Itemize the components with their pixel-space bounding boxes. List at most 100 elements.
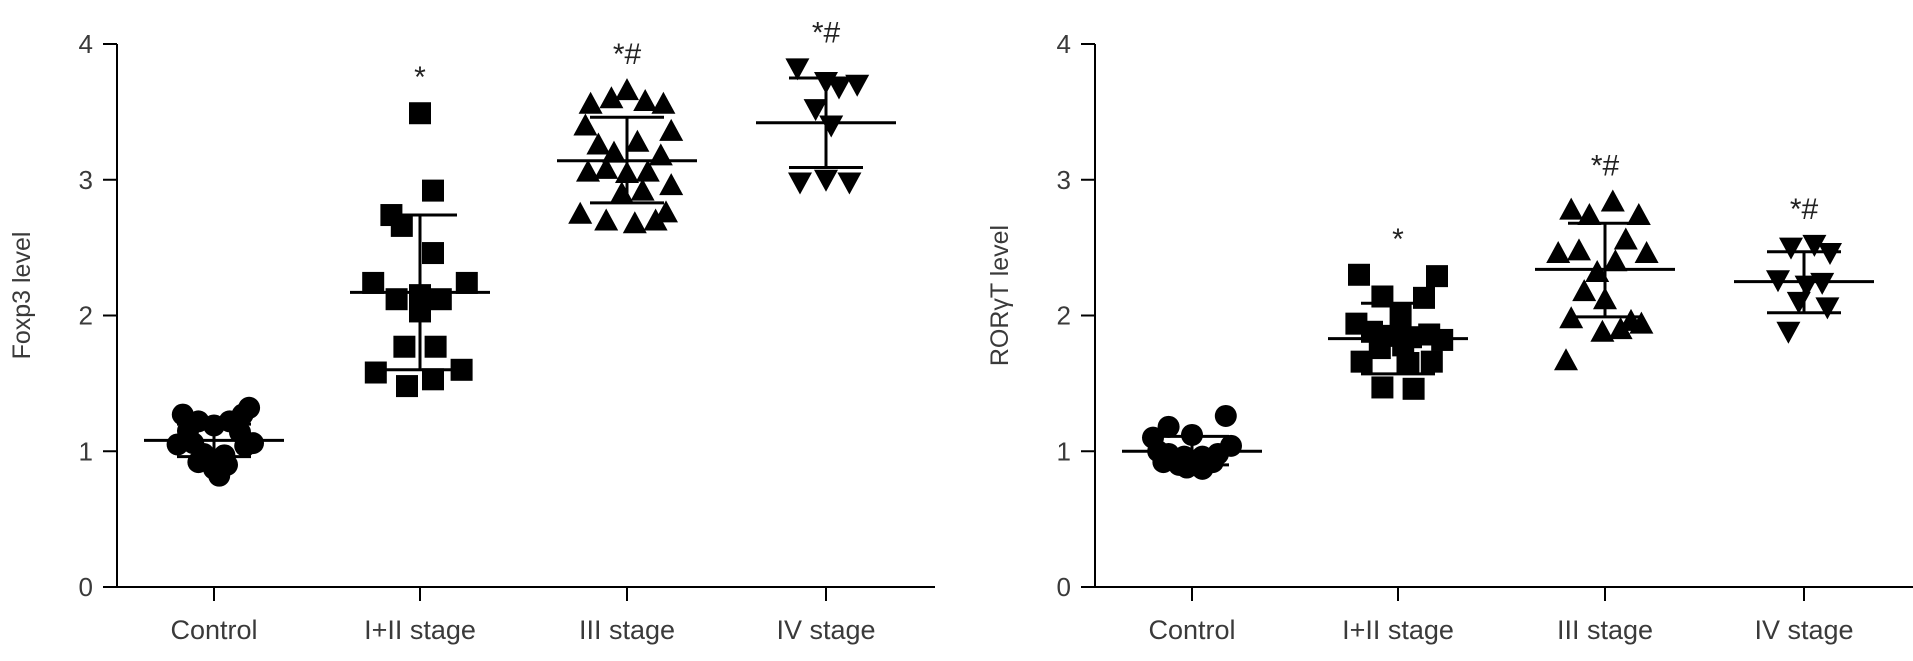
data-point bbox=[450, 358, 473, 381]
data-point bbox=[422, 179, 444, 202]
data-point bbox=[785, 58, 810, 81]
y-tick-label: 4 bbox=[1057, 29, 1071, 59]
data-point bbox=[422, 368, 444, 391]
significance-label: *# bbox=[1591, 149, 1620, 182]
data-point bbox=[1572, 279, 1597, 302]
data-point bbox=[1559, 197, 1584, 220]
data-point bbox=[788, 172, 812, 195]
data-point bbox=[1600, 189, 1625, 212]
data-point bbox=[814, 169, 838, 192]
group-iii-stage: *# bbox=[1535, 149, 1675, 371]
data-point bbox=[578, 91, 603, 114]
data-point bbox=[1786, 291, 1811, 314]
data-point bbox=[1776, 321, 1801, 344]
data-point bbox=[1577, 203, 1602, 226]
data-point bbox=[803, 99, 828, 122]
data-point bbox=[659, 173, 684, 196]
data-point bbox=[424, 335, 447, 358]
data-point bbox=[1608, 317, 1633, 340]
y-tick-label: 0 bbox=[1057, 572, 1071, 602]
data-point bbox=[1350, 350, 1373, 373]
data-point bbox=[615, 78, 639, 101]
data-point bbox=[208, 464, 231, 487]
data-point bbox=[238, 396, 261, 419]
data-point bbox=[1629, 311, 1654, 334]
x-tick-label: Control bbox=[170, 615, 257, 645]
y-tick-label: 4 bbox=[79, 29, 93, 59]
data-point bbox=[1810, 272, 1835, 295]
data-point bbox=[609, 181, 634, 204]
data-point bbox=[827, 77, 851, 100]
data-point bbox=[362, 271, 385, 294]
data-point bbox=[1348, 263, 1370, 286]
chart-panel-1: 0 1 2 3 4 Foxp3 level Control I+II stage III sta… bbox=[8, 16, 935, 645]
data-point bbox=[633, 89, 658, 112]
data-point bbox=[1371, 376, 1394, 399]
chart-panel-2: 0 1 2 3 4 RORγT level Control I+II stage III sta… bbox=[986, 29, 1913, 645]
group-i-ii-stage: * bbox=[350, 61, 490, 398]
x-tick-label: III stage bbox=[1557, 615, 1653, 645]
data-point bbox=[651, 91, 676, 114]
data-point bbox=[1546, 241, 1571, 264]
data-point bbox=[622, 211, 647, 234]
data-point bbox=[594, 156, 619, 179]
data-point bbox=[1634, 241, 1659, 264]
data-point bbox=[1402, 377, 1425, 400]
significance-label: *# bbox=[613, 38, 642, 71]
data-point bbox=[1567, 238, 1591, 261]
data-point bbox=[1554, 348, 1578, 371]
data-point bbox=[1818, 243, 1842, 266]
data-point bbox=[1368, 337, 1391, 360]
data-point bbox=[837, 172, 862, 195]
data-point bbox=[1191, 457, 1214, 480]
data-point bbox=[422, 242, 444, 265]
data-point bbox=[1214, 404, 1237, 427]
group-control bbox=[1122, 404, 1262, 480]
data-point bbox=[1389, 304, 1412, 327]
data-point bbox=[659, 118, 684, 141]
y-axis-label: RORγT level bbox=[986, 225, 1014, 366]
data-point bbox=[594, 208, 619, 231]
data-point bbox=[1157, 415, 1180, 438]
data-point bbox=[1626, 203, 1651, 226]
x-tick-label: I+II stage bbox=[364, 615, 476, 645]
group-control bbox=[144, 396, 284, 487]
y-tick-label: 2 bbox=[1057, 301, 1071, 331]
data-point bbox=[625, 129, 650, 152]
data-point bbox=[1779, 237, 1803, 260]
x-tick-label: III stage bbox=[579, 615, 675, 645]
significance-label: * bbox=[1392, 223, 1404, 256]
significance-label: *# bbox=[812, 16, 841, 49]
x-tick-label: I+II stage bbox=[1342, 615, 1454, 645]
data-point bbox=[576, 159, 600, 182]
data-point bbox=[396, 375, 418, 398]
group-iii-stage: *# bbox=[557, 38, 697, 234]
x-tick-label: IV stage bbox=[1754, 615, 1853, 645]
data-point bbox=[1585, 260, 1610, 283]
data-point bbox=[1613, 227, 1638, 250]
y-axis-label: Foxp3 level bbox=[8, 232, 36, 360]
data-point bbox=[1590, 319, 1615, 342]
data-point bbox=[602, 140, 626, 163]
data-point bbox=[586, 132, 611, 155]
data-point bbox=[390, 214, 413, 237]
data-point bbox=[455, 271, 478, 294]
y-tick-label: 2 bbox=[79, 301, 93, 331]
data-point bbox=[654, 200, 678, 223]
data-point bbox=[1603, 249, 1628, 272]
data-point bbox=[568, 201, 593, 224]
data-point bbox=[819, 115, 844, 138]
group-i-ii-stage: * bbox=[1328, 223, 1468, 400]
data-point bbox=[1413, 286, 1435, 309]
data-point bbox=[630, 178, 655, 201]
data-point bbox=[1397, 352, 1420, 375]
y-tick-label: 1 bbox=[79, 436, 93, 466]
data-point bbox=[845, 74, 870, 97]
data-point bbox=[1802, 234, 1827, 257]
significance-label: *# bbox=[1790, 193, 1819, 226]
significance-label: * bbox=[414, 61, 426, 94]
data-point bbox=[242, 432, 264, 455]
group-iv-stage: *# bbox=[756, 16, 896, 195]
y-tick-label: 3 bbox=[79, 165, 93, 195]
